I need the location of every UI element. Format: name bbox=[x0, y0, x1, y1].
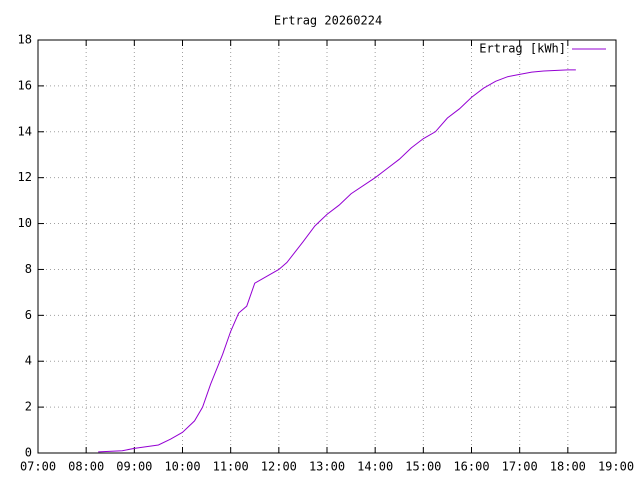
x-tick-label: 09:00 bbox=[116, 460, 152, 474]
x-tick-label: 18:00 bbox=[550, 460, 586, 474]
x-tick-label: 17:00 bbox=[502, 460, 538, 474]
y-tick-label: 12 bbox=[18, 170, 32, 184]
y-tick-label: 4 bbox=[25, 354, 32, 368]
y-tick-label: 14 bbox=[18, 124, 32, 138]
y-tick-label: 0 bbox=[25, 446, 32, 460]
y-tick-label: 10 bbox=[18, 216, 32, 230]
x-tick-label: 07:00 bbox=[20, 460, 56, 474]
x-tick-label: 16:00 bbox=[453, 460, 489, 474]
x-tick-label: 14:00 bbox=[357, 460, 393, 474]
y-tick-label: 18 bbox=[18, 33, 32, 47]
x-tick-label: 10:00 bbox=[164, 460, 200, 474]
legend-label: Ertrag [kWh] bbox=[479, 42, 566, 56]
y-tick-label: 6 bbox=[25, 308, 32, 322]
x-tick-label: 12:00 bbox=[261, 460, 297, 474]
x-tick-label: 13:00 bbox=[309, 460, 345, 474]
y-tick-label: 16 bbox=[18, 78, 32, 92]
x-tick-label: 15:00 bbox=[405, 460, 441, 474]
plot-frame bbox=[37, 39, 617, 454]
chart-title: Ertrag 20260224 bbox=[274, 14, 382, 28]
x-tick-label: 11:00 bbox=[213, 460, 249, 474]
x-tick-label: 19:00 bbox=[598, 460, 634, 474]
x-tick-label: 08:00 bbox=[68, 460, 104, 474]
y-tick-label: 2 bbox=[25, 400, 32, 414]
y-tick-label: 8 bbox=[25, 262, 32, 276]
data-line bbox=[98, 69, 576, 453]
